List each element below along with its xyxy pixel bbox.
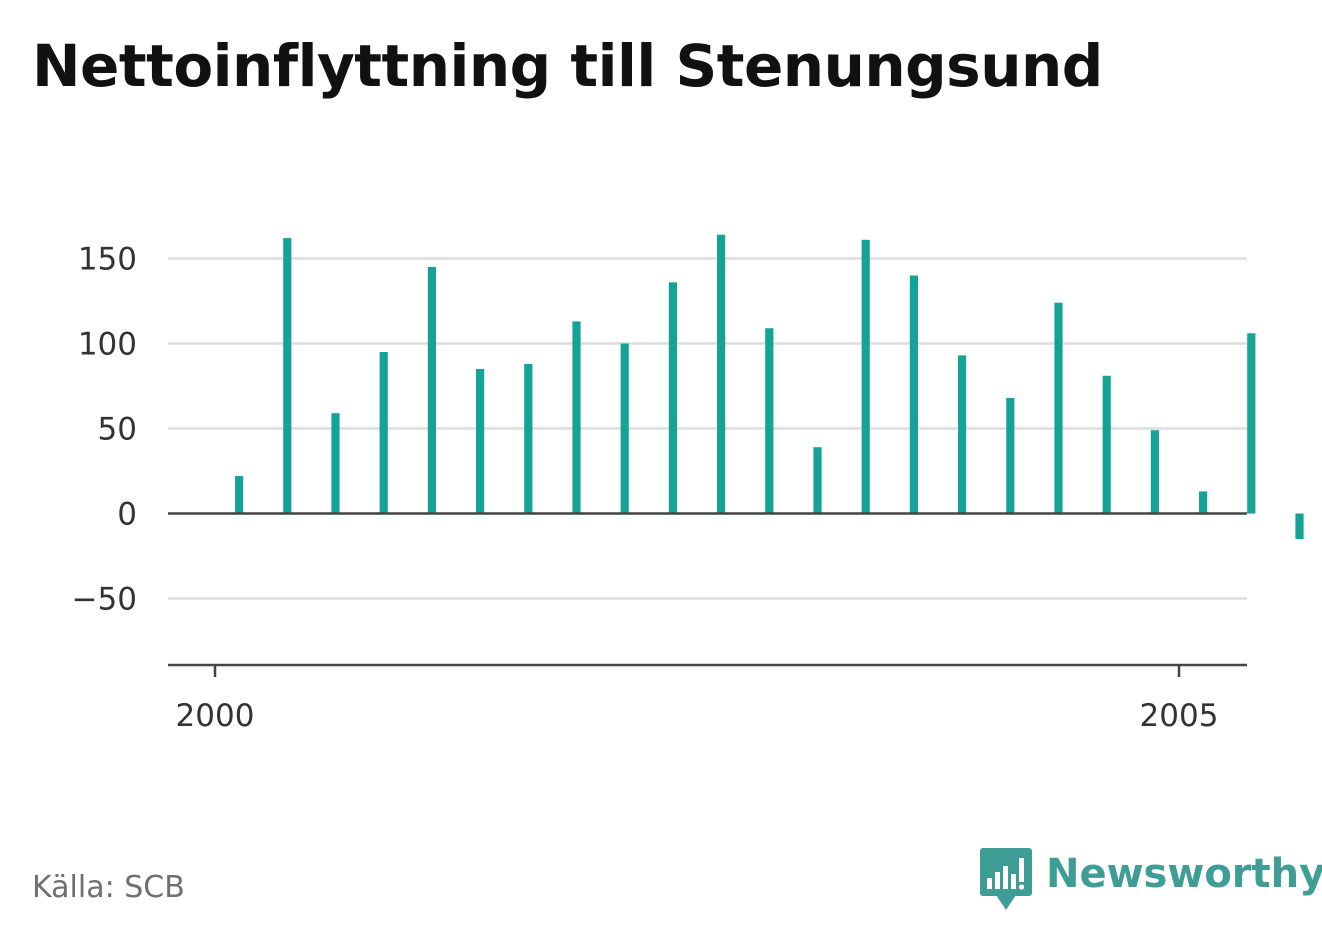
x-tick-label: 2005 — [1140, 698, 1219, 734]
bar-chart-speech-bubble-icon — [980, 848, 1032, 910]
bar — [1150, 430, 1159, 514]
bar — [427, 267, 436, 514]
y-tick-label: 0 — [117, 497, 137, 533]
bar — [1006, 397, 1015, 514]
y-tick-label: −50 — [72, 582, 137, 618]
bar — [861, 239, 870, 514]
tick-labels: −50050100150200020052010201520202025 — [72, 242, 1219, 735]
bar — [1199, 491, 1208, 514]
bar — [235, 476, 244, 514]
axes — [168, 512, 1247, 677]
y-tick-label: 50 — [98, 412, 137, 448]
bar — [813, 447, 822, 514]
y-tick-label: 100 — [78, 327, 137, 363]
bar — [572, 321, 581, 514]
brand[interactable]: Newsworthy — [980, 848, 1322, 912]
bar — [1295, 513, 1304, 539]
bar — [909, 275, 918, 514]
source-note: Källa: SCB — [32, 870, 185, 905]
bar — [331, 413, 340, 514]
bar — [958, 355, 967, 514]
bar — [765, 328, 774, 514]
gridlines — [168, 257, 1247, 600]
bar — [717, 234, 726, 514]
bar-chart: −50050100150200020052010201520202025 — [72, 234, 1304, 735]
bar — [1102, 375, 1111, 514]
bar — [476, 369, 485, 514]
brand-name: Newsworthy — [1046, 851, 1322, 897]
bar — [668, 282, 677, 514]
chart-title: Nettoinflyttning till Stenungsund — [32, 32, 1103, 100]
bar — [379, 352, 388, 514]
bar — [283, 238, 292, 514]
y-tick-label: 150 — [78, 242, 137, 278]
bars — [235, 234, 1304, 539]
bar — [1247, 333, 1256, 514]
bar — [1054, 302, 1063, 514]
x-tick-label: 2000 — [176, 698, 255, 734]
bar — [524, 363, 533, 514]
bar — [620, 343, 629, 514]
